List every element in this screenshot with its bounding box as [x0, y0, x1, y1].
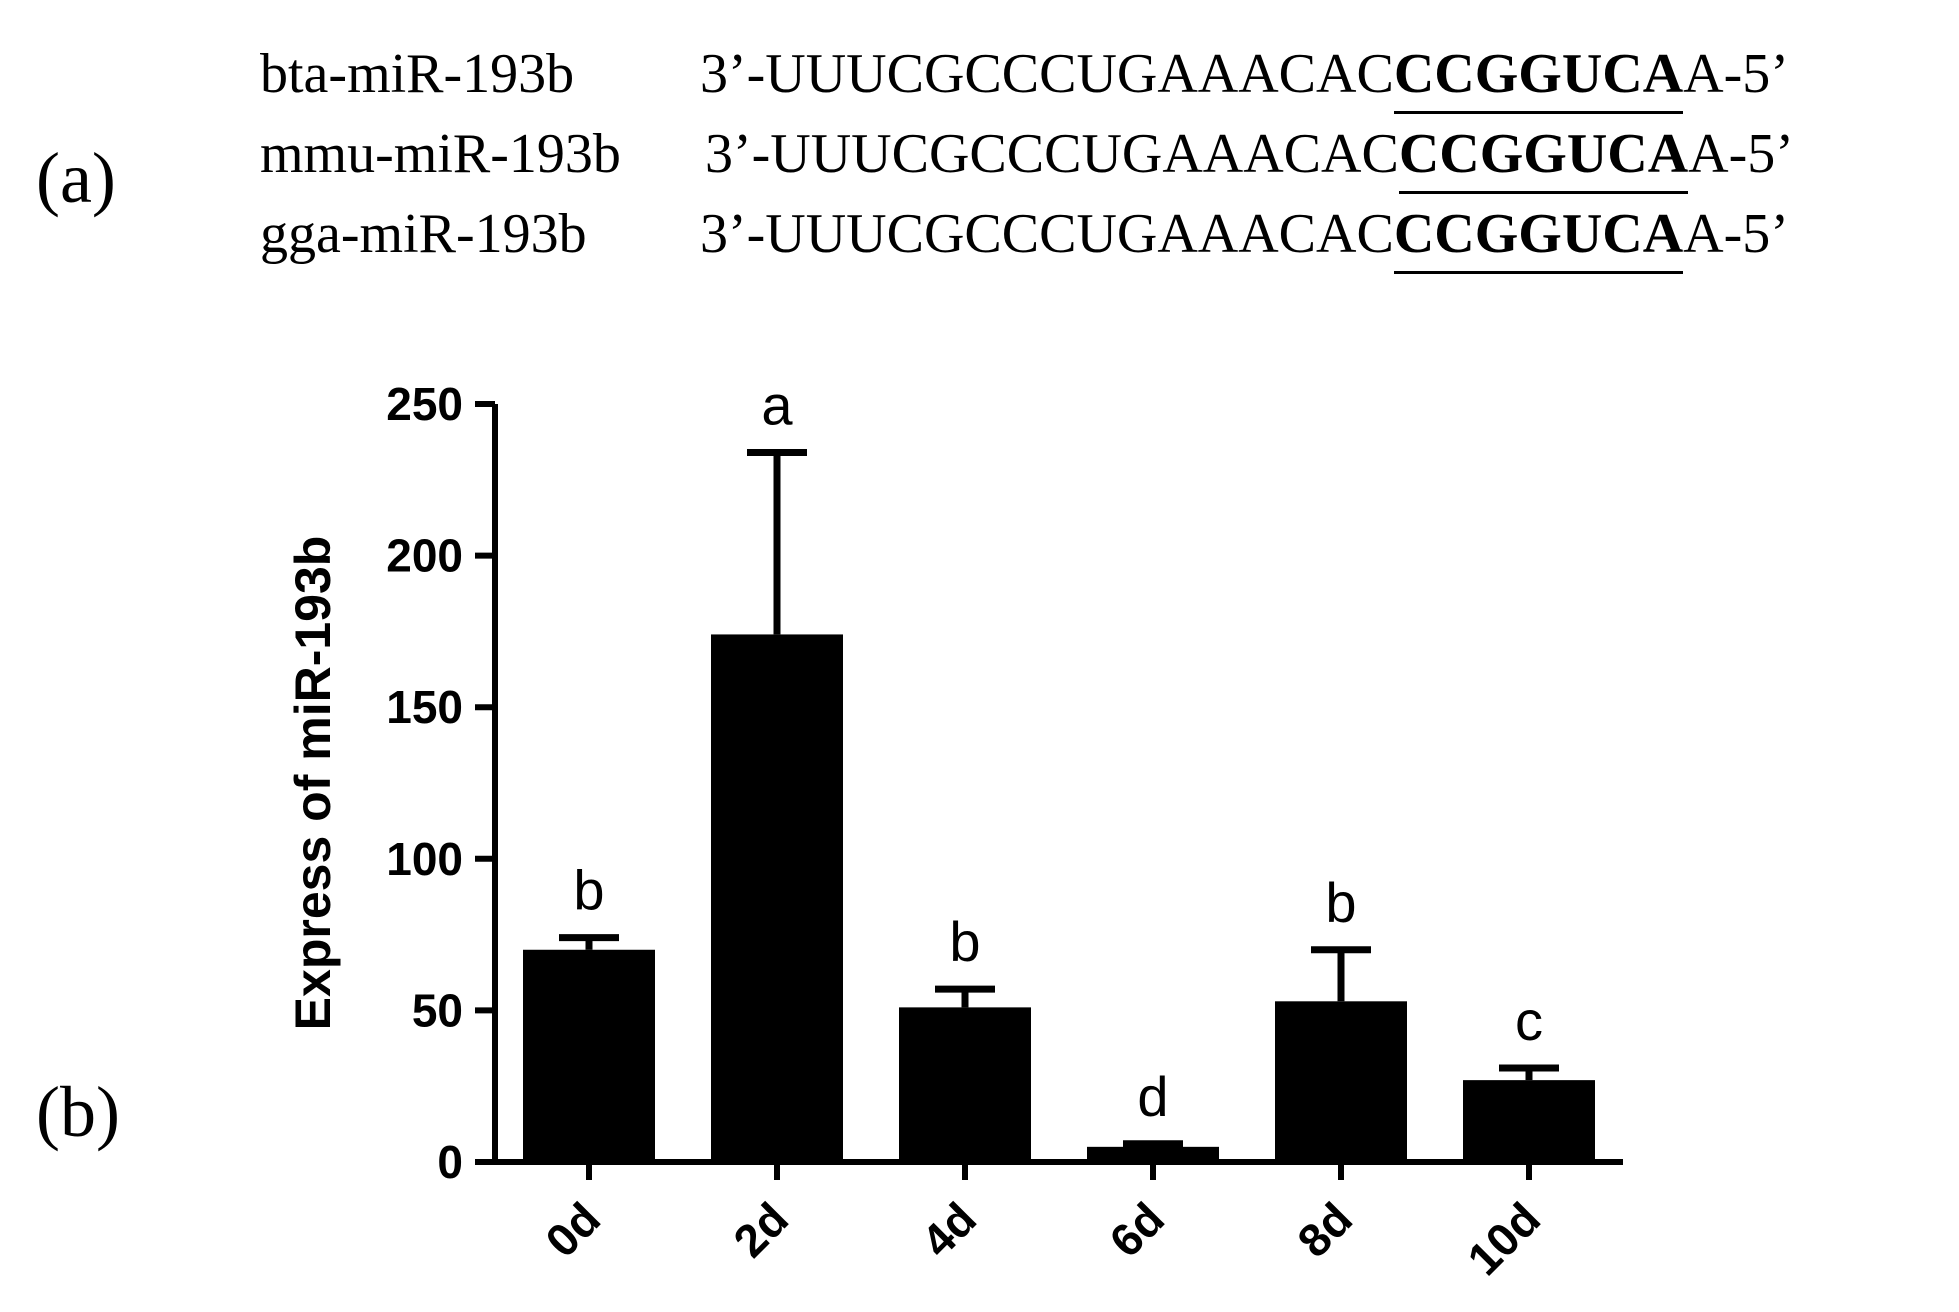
seed-region: CCGGUCA	[1393, 43, 1684, 114]
y-tick-label: 250	[386, 378, 463, 430]
y-ticks-layer: 0 50 100 150 200 250	[386, 378, 495, 1188]
bar-2d	[711, 634, 843, 1162]
significance-label: d	[1137, 1065, 1168, 1128]
panel-b-label: (b)	[36, 1072, 120, 1152]
significance-label: b	[1325, 871, 1356, 934]
y-tick-label: 0	[437, 1136, 463, 1188]
x-tick-label: 8d	[1287, 1192, 1362, 1267]
seed-region: CCGGUCA	[1393, 203, 1684, 274]
sequence-name: gga-miR-193b	[260, 203, 587, 265]
bar-8d	[1275, 1001, 1407, 1162]
bar-10d	[1463, 1080, 1595, 1162]
sequence-text: 3’-UUUCGCCCUGAAACACCCGGUCAA-5’	[700, 43, 1789, 114]
panel-a-label: (a)	[36, 138, 116, 218]
bar-0d	[523, 949, 655, 1162]
significance-label: a	[761, 374, 793, 437]
seed-region: CCGGUCA	[1398, 123, 1689, 194]
sequence-prefix: 3’-UUUCGCCCUGAAACAC	[705, 123, 1399, 185]
bar-6d	[1087, 1146, 1219, 1162]
y-tick-label: 100	[386, 833, 463, 885]
sequence-name: bta-miR-193b	[260, 43, 575, 105]
sequence-text: 3’-UUUCGCCCUGAAACACCCGGUCAA-5’	[700, 203, 1789, 274]
sequence-suffix: A-5’	[1683, 43, 1789, 105]
sequence-name: mmu-miR-193b	[260, 123, 621, 185]
x-tick-label: 4d	[911, 1192, 986, 1267]
y-tick-label: 50	[412, 984, 463, 1036]
y-axis-label: Express of miR-193b	[285, 536, 341, 1031]
x-tick-label: 0d	[535, 1192, 610, 1267]
axes-layer	[492, 404, 1623, 1165]
error-bars-layer	[559, 449, 1559, 1148]
x-tick-label: 10d	[1457, 1192, 1550, 1285]
sequence-suffix: A-5’	[1688, 123, 1794, 185]
sequence-text: 3’-UUUCGCCCUGAAACACCCGGUCAA-5’	[705, 123, 1794, 194]
bars-layer	[523, 634, 1595, 1162]
bar-4d	[899, 1007, 1031, 1162]
significance-label: b	[949, 910, 980, 973]
sequence-suffix: A-5’	[1683, 203, 1789, 265]
y-tick-label: 150	[386, 681, 463, 733]
x-tick-label: 2d	[723, 1192, 798, 1267]
significance-label: b	[573, 859, 604, 922]
x-ticks-layer: 0d 2d 4d 6d 8d 10d	[535, 1162, 1550, 1285]
significance-labels-layer: b a b d b c	[573, 374, 1543, 1128]
sequence-prefix: 3’-UUUCGCCCUGAAACAC	[700, 203, 1394, 265]
y-tick-label: 200	[386, 530, 463, 582]
sequence-prefix: 3’-UUUCGCCCUGAAACAC	[700, 43, 1394, 105]
significance-label: c	[1515, 989, 1543, 1052]
x-tick-label: 6d	[1099, 1192, 1174, 1267]
